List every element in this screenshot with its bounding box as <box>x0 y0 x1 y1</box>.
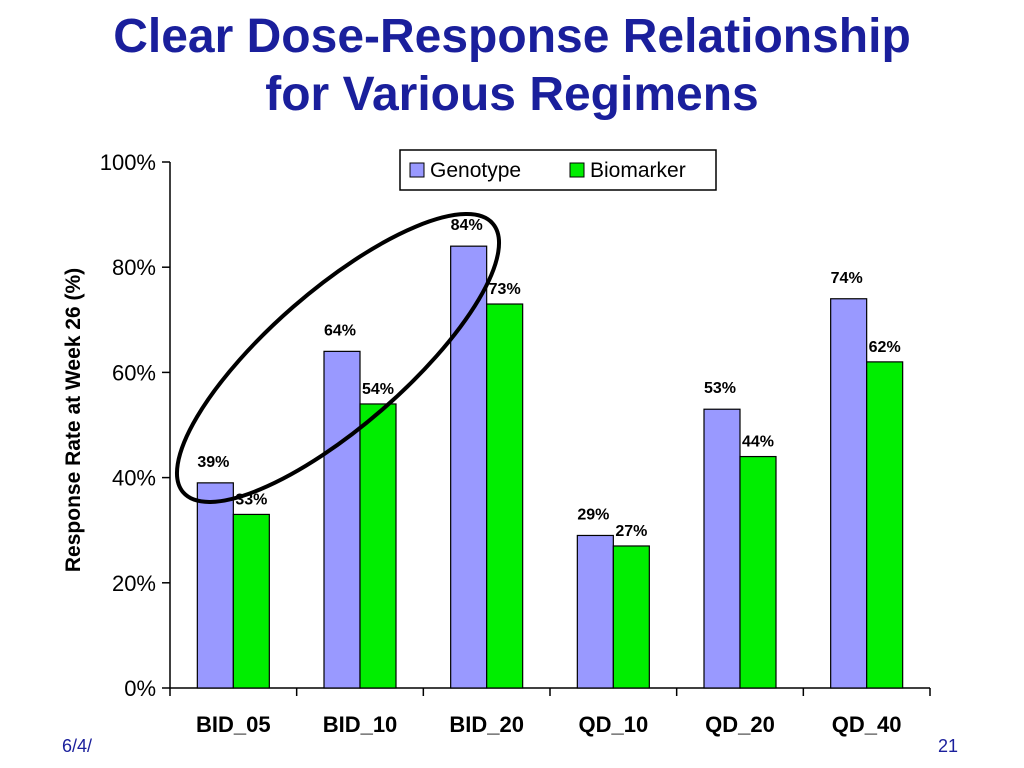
y-tick-label: 60% <box>112 360 156 385</box>
data-label: 73% <box>489 281 521 298</box>
x-tick-label: BID_10 <box>323 712 398 737</box>
highlight-ellipse <box>174 212 502 504</box>
data-label: 84% <box>451 217 483 234</box>
x-tick-label: QD_40 <box>832 712 902 737</box>
data-label: 64% <box>324 322 356 339</box>
y-tick-label: 20% <box>112 571 156 596</box>
y-axis-title: Response Rate at Week 26 (%) <box>62 268 85 572</box>
bar-biomarker <box>866 361 904 689</box>
data-label: 27% <box>615 523 647 540</box>
legend-swatch <box>569 162 585 178</box>
data-label: 39% <box>197 454 229 471</box>
y-tick-label: 100% <box>100 150 156 175</box>
bar-genotype <box>323 350 361 689</box>
data-label: 29% <box>577 506 609 523</box>
y-tick-label: 0% <box>124 676 156 701</box>
y-tick-label: 80% <box>112 255 156 280</box>
data-label: 74% <box>831 270 863 287</box>
footer-date: 6/4/ <box>62 736 93 756</box>
x-tick-label: BID_20 <box>449 712 524 737</box>
slide-title: Clear Dose-Response Relationship for Var… <box>0 8 1024 124</box>
bar-biomarker <box>486 303 524 689</box>
title-line-2: for Various Regimens <box>265 68 759 121</box>
bar-biomarker <box>739 455 777 689</box>
bar-genotype <box>703 408 741 689</box>
x-tick-label: QD_10 <box>578 712 648 737</box>
legend-box <box>399 149 717 191</box>
data-label: 44% <box>742 434 774 451</box>
page-number: 21 <box>938 736 959 756</box>
bar-genotype <box>576 534 614 689</box>
bar-genotype <box>450 245 488 689</box>
data-label: 62% <box>869 339 901 356</box>
data-label: 54% <box>362 381 394 398</box>
legend-label: Genotype <box>430 159 521 182</box>
legend-swatch <box>409 162 425 178</box>
legend-label: Biomarker <box>590 159 686 182</box>
bar-genotype <box>196 482 234 689</box>
y-tick-label: 40% <box>112 466 156 491</box>
data-label: 53% <box>704 380 736 397</box>
bar-biomarker <box>232 513 270 689</box>
x-tick-label: BID_05 <box>196 712 271 737</box>
x-tick-label: QD_20 <box>705 712 775 737</box>
bar-biomarker <box>612 545 650 689</box>
bar-genotype <box>830 298 868 689</box>
title-line-1: Clear Dose-Response Relationship <box>113 10 911 63</box>
bar-biomarker <box>359 403 397 689</box>
